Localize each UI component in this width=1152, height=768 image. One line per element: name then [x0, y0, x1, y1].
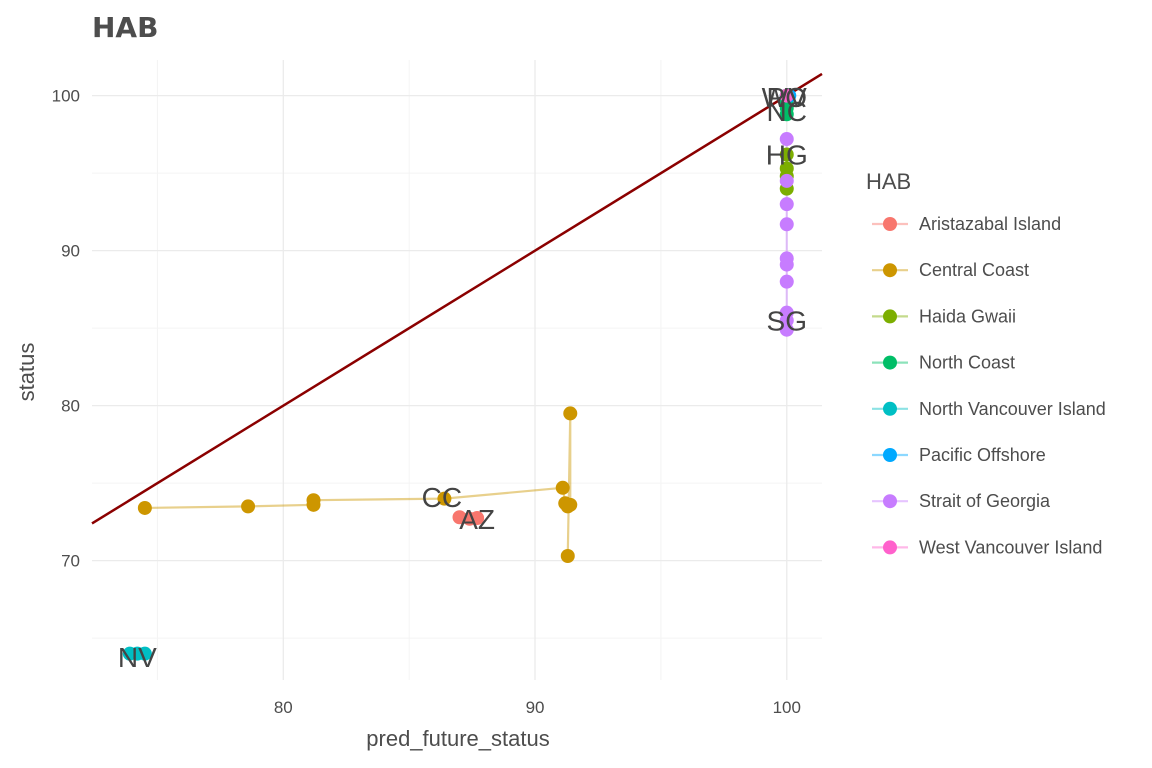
x-axis-label: pred_future_status: [366, 726, 549, 751]
legend: HAB Aristazabal Island Central Coast Haida…: [866, 169, 1106, 557]
x-tick-label: 100: [773, 698, 801, 717]
y-tick-label: 80: [61, 397, 80, 416]
legend-key-point: [883, 494, 897, 509]
data-point: [241, 499, 256, 514]
data-point: [137, 500, 152, 515]
reference-line: [91, 72, 823, 525]
data-point: [437, 491, 452, 506]
point-label: NC: [767, 96, 807, 127]
series-path: [144, 413, 572, 557]
x-tick-label: 80: [274, 698, 293, 717]
data-point: [779, 147, 794, 162]
legend-key-point: [883, 217, 897, 231]
data-point: [470, 511, 485, 526]
point-label: AZ: [459, 504, 495, 535]
data-point: [306, 493, 321, 508]
point-label: CC: [422, 482, 462, 513]
legend-entry: North Coast: [919, 353, 1015, 373]
data-point: [779, 88, 794, 103]
legend-key-point: [883, 309, 897, 324]
data-point: [779, 217, 794, 232]
y-tick-label: 100: [52, 87, 80, 106]
y-axis-label: status: [14, 343, 39, 402]
point-label: PO: [767, 82, 807, 113]
legend-entry: West Vancouver Island: [919, 537, 1102, 557]
series-lines: [129, 94, 790, 655]
legend-entry: Pacific Offshore: [919, 445, 1046, 465]
point-label: WV: [762, 82, 807, 113]
grid: [92, 60, 822, 680]
legend-entry: Aristazabal Island: [919, 214, 1061, 234]
point-label: NV: [118, 642, 157, 673]
data-point: [779, 173, 794, 188]
legend-key-point: [883, 401, 897, 416]
data-point: [779, 132, 794, 147]
x-axis-ticks: 80 90 100: [274, 698, 801, 717]
point-label: HG: [766, 140, 808, 171]
series-points: [122, 88, 797, 661]
reference-line-group: [91, 72, 823, 525]
legend-entry: Central Coast: [919, 260, 1029, 280]
legend-key-point: [883, 540, 897, 555]
legend-entry: Haida Gwaii: [919, 306, 1016, 326]
data-point: [563, 406, 578, 421]
y-axis-ticks: 70 80 90 100: [52, 87, 80, 571]
data-point: [560, 549, 575, 563]
point-label: SG: [767, 305, 807, 336]
data-point: [779, 322, 794, 337]
y-tick-label: 70: [61, 552, 80, 571]
legend-title: HAB: [866, 169, 911, 194]
legend-key-point: [883, 263, 897, 278]
data-point: [779, 274, 794, 289]
legend-entry: Strait of Georgia: [919, 491, 1051, 511]
legend-entry: North Vancouver Island: [919, 399, 1106, 419]
data-point: [137, 646, 152, 661]
data-point: [555, 480, 570, 495]
legend-key-point: [883, 448, 897, 462]
x-tick-label: 90: [526, 698, 545, 717]
data-point: [779, 107, 794, 122]
data-point: [779, 197, 794, 212]
legend-key-point: [883, 355, 897, 370]
data-point: [563, 497, 578, 512]
chart-title: HAB: [92, 11, 158, 44]
data-point: [779, 257, 794, 272]
y-tick-label: 90: [61, 242, 80, 261]
